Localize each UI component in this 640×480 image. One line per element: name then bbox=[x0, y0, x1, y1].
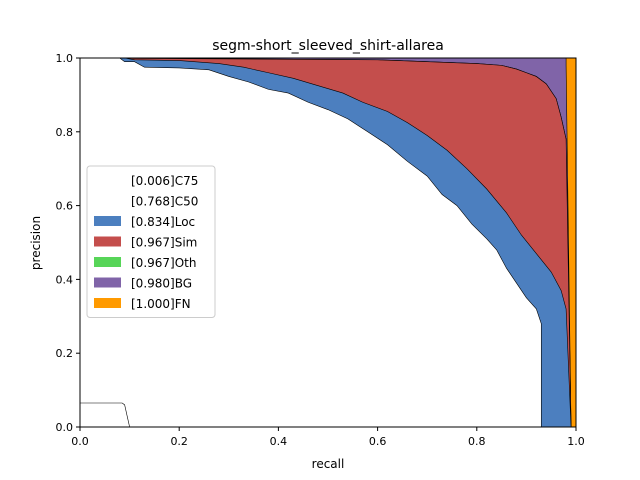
y-tick-label: 0.6 bbox=[56, 200, 74, 213]
plot-frame bbox=[79, 57, 577, 428]
x-axis-label: recall bbox=[312, 457, 345, 471]
x-tick-label: 0.0 bbox=[71, 435, 89, 448]
y-tick-label: 0.4 bbox=[56, 273, 74, 286]
legend-swatch-loc bbox=[94, 216, 121, 226]
x-tick-label: 0.4 bbox=[270, 435, 288, 448]
legend-swatch-bg bbox=[94, 277, 121, 288]
y-tick-label: 0.2 bbox=[56, 347, 74, 360]
area-c50 bbox=[79, 57, 576, 428]
plot-area bbox=[79, 57, 577, 428]
chart-title: segm-short_sleeved_shirt-allarea bbox=[212, 38, 444, 54]
legend-label-loc: [0.834]Loc bbox=[131, 215, 195, 229]
axes: 0.0 0.2 0.4 0.6 0.8 1.0 0.0 0.2 0.4 0.6 0.8 1.0 bbox=[56, 52, 585, 448]
x-tick-label: 0.8 bbox=[468, 435, 486, 448]
legend-swatch-fn bbox=[94, 298, 121, 308]
legend-swatch-c75 bbox=[94, 175, 121, 185]
x-tick-label: 0.6 bbox=[369, 435, 387, 448]
legend-label-bg: [0.980]BG bbox=[131, 277, 192, 291]
legend-label-oth: [0.967]Oth bbox=[131, 256, 196, 270]
legend-label-sim: [0.967]Sim bbox=[131, 236, 197, 250]
legend-swatch-sim bbox=[94, 236, 121, 247]
legend-swatch-c50 bbox=[94, 195, 121, 206]
y-tick-label: 0.8 bbox=[56, 126, 74, 139]
x-tick-label: 0.2 bbox=[170, 435, 188, 448]
legend-label-fn: [1.000]FN bbox=[131, 297, 191, 311]
legend: [0.006]C75 [0.768]C50 [0.834]Loc [0.967]Sim… bbox=[86, 165, 216, 318]
legend-label-c50: [0.768]C50 bbox=[131, 195, 198, 209]
y-axis-label: precision bbox=[29, 216, 43, 270]
y-tick-label: 1.0 bbox=[56, 52, 74, 65]
y-tick-label: 0.0 bbox=[56, 421, 74, 434]
legend-label-c75: [0.006]C75 bbox=[131, 174, 198, 188]
legend-swatch-oth bbox=[94, 257, 121, 267]
x-tick-label: 1.0 bbox=[567, 435, 585, 448]
